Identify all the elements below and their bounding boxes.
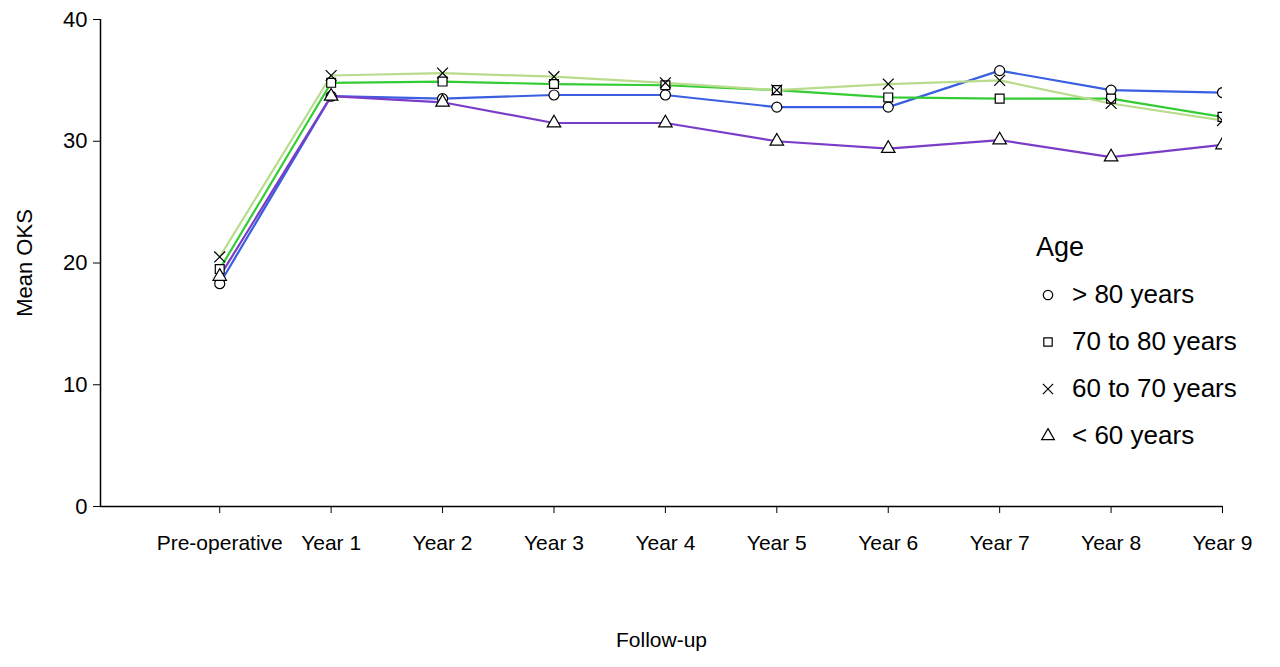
svg-text:Year 9: Year 9 xyxy=(1193,531,1253,554)
svg-text:Year 6: Year 6 xyxy=(858,531,918,554)
html-text:< 60 years: < 60 years xyxy=(1072,420,1195,450)
svg-text:Year 2: Year 2 xyxy=(413,531,473,554)
svg-text:Pre-operative: Pre-operative xyxy=(157,531,283,554)
svg-text:Follow-up: Follow-up xyxy=(616,628,707,651)
html-text:Age: Age xyxy=(1036,232,1084,262)
html-text:60 to 70 years: 60 to 70 years xyxy=(1072,373,1237,403)
html-text:70 to 80 years: 70 to 80 years xyxy=(1072,326,1237,356)
svg-text:Mean OKS: Mean OKS xyxy=(12,209,37,317)
svg-text:30: 30 xyxy=(63,128,87,153)
svg-text:20: 20 xyxy=(63,250,87,275)
html-text:> 80 years: > 80 years xyxy=(1072,279,1195,309)
svg-text:0: 0 xyxy=(75,494,87,519)
svg-text:Year 1: Year 1 xyxy=(301,531,361,554)
svg-text:10: 10 xyxy=(63,372,87,397)
svg-text:40: 40 xyxy=(63,7,87,32)
svg-text:Year 7: Year 7 xyxy=(970,531,1030,554)
svg-text:Year 8: Year 8 xyxy=(1081,531,1141,554)
svg-text:Year 5: Year 5 xyxy=(747,531,807,554)
svg-text:Year 3: Year 3 xyxy=(524,531,584,554)
svg-text:Year 4: Year 4 xyxy=(635,531,695,554)
